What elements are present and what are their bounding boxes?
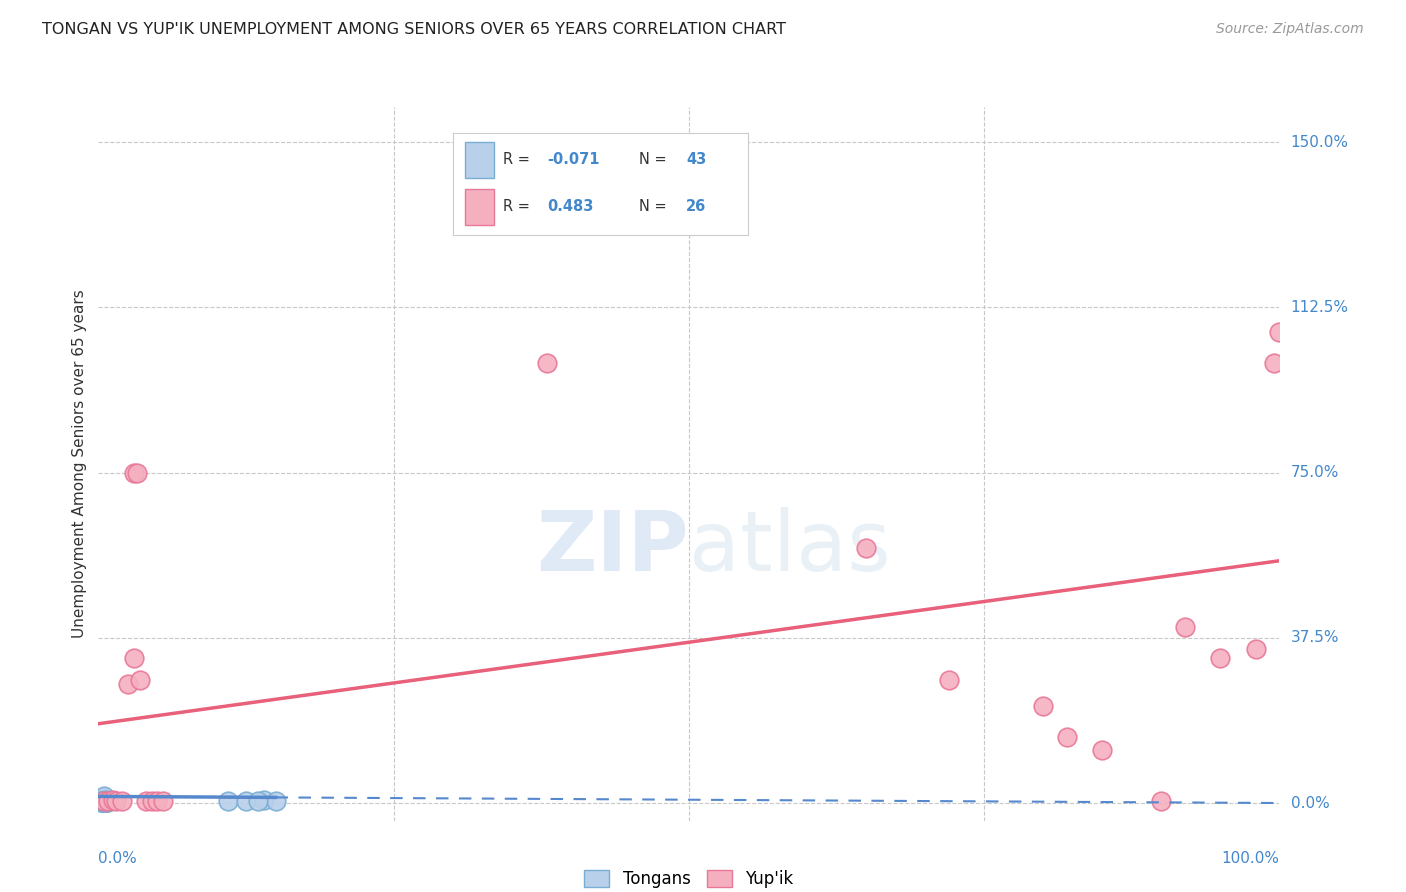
Point [93,795,115,809]
Text: N =: N = [638,199,671,214]
Y-axis label: Unemployment Among Seniors over 65 years: Unemployment Among Seniors over 65 years [72,290,87,638]
Point [90,795,112,809]
Point [1244,641,1267,656]
Point [91,794,114,808]
Point [91,794,114,808]
Text: 0.0%: 0.0% [98,851,138,866]
Point [91,793,114,807]
Point [152,794,174,808]
Text: -0.071: -0.071 [547,152,600,167]
FancyBboxPatch shape [464,142,494,178]
Point [91,794,114,808]
Point [91,794,114,808]
Point [1032,699,1054,714]
Point [855,541,877,555]
Point [1174,620,1197,634]
Point [91,794,114,808]
Point [91,794,114,808]
Point [1209,650,1232,665]
Text: TONGAN VS YUP'IK UNEMPLOYMENT AMONG SENIORS OVER 65 YEARS CORRELATION CHART: TONGAN VS YUP'IK UNEMPLOYMENT AMONG SENI… [42,22,786,37]
Point [91,794,114,808]
Point [217,794,239,808]
Point [93,793,115,807]
Point [117,677,139,691]
Point [91,794,114,808]
Text: atlas: atlas [689,507,890,588]
Legend: Tongans, Yup'ik: Tongans, Yup'ik [578,863,800,892]
Text: 37.5%: 37.5% [1291,631,1339,645]
Point [91,795,114,809]
Point [93,794,115,808]
Text: 43: 43 [686,152,706,167]
Point [94,793,117,807]
Point [93,795,115,809]
Text: R =: R = [503,199,534,214]
Point [91,794,114,808]
Point [246,794,269,808]
Point [97,795,120,809]
Text: R =: R = [503,152,534,167]
Point [93,790,115,805]
Point [253,793,276,807]
Point [93,794,115,808]
Point [91,794,114,808]
Text: Source: ZipAtlas.com: Source: ZipAtlas.com [1216,22,1364,37]
Point [94,795,117,809]
Point [146,794,169,808]
Point [93,795,115,809]
Point [97,794,120,808]
Point [94,795,117,809]
Point [1150,794,1173,808]
Point [91,794,114,808]
Point [127,466,149,480]
Text: 26: 26 [686,199,706,214]
Point [94,795,117,809]
Point [101,793,124,807]
Point [122,466,145,480]
Point [93,794,115,808]
Point [1263,355,1285,369]
Point [96,794,118,808]
Point [938,673,960,687]
Point [93,789,115,804]
FancyBboxPatch shape [464,189,494,226]
Text: 0.0%: 0.0% [1291,796,1329,811]
Point [111,794,134,808]
Point [91,794,114,808]
Point [93,794,115,808]
Text: 75.0%: 75.0% [1291,465,1339,480]
Point [91,794,114,808]
Point [94,794,117,808]
Point [1091,743,1114,757]
Point [264,794,287,808]
Point [91,794,114,808]
Point [122,650,145,665]
Point [90,792,112,806]
Point [94,795,117,809]
Text: 112.5%: 112.5% [1291,300,1348,315]
Text: ZIP: ZIP [537,507,689,588]
Point [90,795,112,809]
Point [105,794,128,808]
Point [91,791,114,805]
Text: N =: N = [638,152,671,167]
Point [1056,730,1078,744]
Point [91,794,114,808]
Point [128,673,150,687]
Text: 0.483: 0.483 [547,199,593,214]
Text: 100.0%: 100.0% [1222,851,1279,866]
Point [1268,325,1291,339]
Text: 150.0%: 150.0% [1291,135,1348,150]
Point [135,794,157,808]
Point [235,794,257,808]
Point [536,355,558,369]
Point [141,794,163,808]
